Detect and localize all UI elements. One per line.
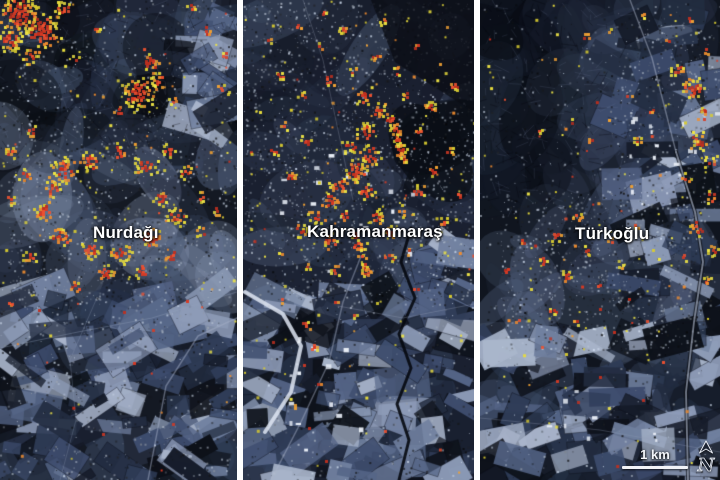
panel-divider [237, 0, 243, 480]
satellite-panel-nurdagi [0, 0, 237, 480]
satellite-panel-turkoglu [480, 0, 720, 480]
satellite-panel-kahramanmaras [243, 0, 474, 480]
panel-divider [474, 0, 480, 480]
